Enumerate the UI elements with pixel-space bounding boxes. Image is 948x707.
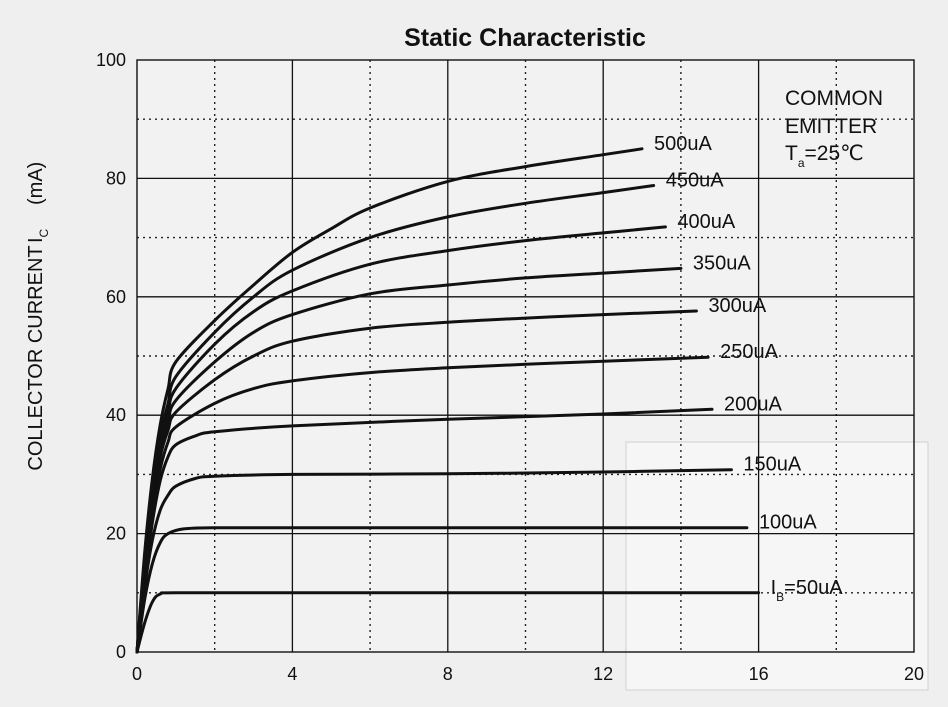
curve-label: 250uA [720,341,778,363]
curve-label: IB=50uA [771,577,844,604]
x-tick-label: 0 [132,664,142,684]
minor-gridlines [137,60,914,652]
curve-label: 400uA [677,211,735,233]
y-tick-label: 100 [96,50,126,70]
annotation-common-emitter: COMMON EMITTER Ta=25℃ [785,87,883,170]
y-tick-label: 0 [116,642,126,662]
x-tick-label: 12 [593,664,613,684]
curve-label-group: IB=50uA 100uA 150uA 200uA 250uA 300uA 350uA 400… [654,133,843,604]
x-tick-label: 4 [287,664,297,684]
y-axis-label-main: COLLECTOR CURRENT [25,245,47,470]
y-tick-label: 20 [106,524,126,544]
curve-line [135,591,761,654]
curve-label: 150uA [743,454,801,476]
curve-label: 350uA [693,252,751,274]
curve-label: 200uA [724,393,782,415]
x-tick-label: 16 [749,664,769,684]
y-axis-label: COLLECTOR CURRENT IC (mA) [25,162,51,471]
curve-label-rest: =50uA [784,577,843,599]
annotation-t-symbol: T [785,142,798,165]
y-axis-symbol-i: I [25,237,47,243]
x-tick-labels: 0 4 8 12 16 20 [132,664,924,684]
curve-label: 300uA [708,295,766,317]
plot-frame [136,59,915,653]
y-tick-label: 60 [106,287,126,307]
curve-line [135,407,714,654]
curve-line [135,526,749,654]
curve-line [135,147,644,654]
curve-label: 100uA [759,512,817,534]
x-tick-label: 20 [904,664,924,684]
curve-label-sub: B [776,590,784,604]
y-tick-labels: 0 20 40 60 80 100 [96,50,126,662]
y-tick-label: 80 [106,168,126,188]
chart-title: Static Characteristic [404,24,646,52]
annotation-line1: COMMON [785,87,883,110]
curve-group [135,147,761,654]
curve-label: 500uA [654,133,712,155]
y-axis-unit: (mA) [25,162,47,205]
annotation-t-sub: a [798,156,805,170]
major-gridlines [137,60,914,652]
y-axis-symbol-sub: C [37,228,51,237]
x-tick-label: 8 [443,664,453,684]
y-axis-label-text: COLLECTOR CURRENT [25,245,47,470]
curve-label: 450uA [666,170,724,192]
annotation-temperature: Ta=25℃ [785,142,864,170]
y-tick-label: 40 [106,405,126,425]
lower-right-panel [625,441,929,691]
curve-line [135,468,733,654]
y-axis-symbol: IC [25,228,51,243]
annotation-line2: EMITTER [785,115,877,138]
annotation-t-value: =25℃ [805,142,864,165]
curve-label-prefix: I [771,577,777,599]
